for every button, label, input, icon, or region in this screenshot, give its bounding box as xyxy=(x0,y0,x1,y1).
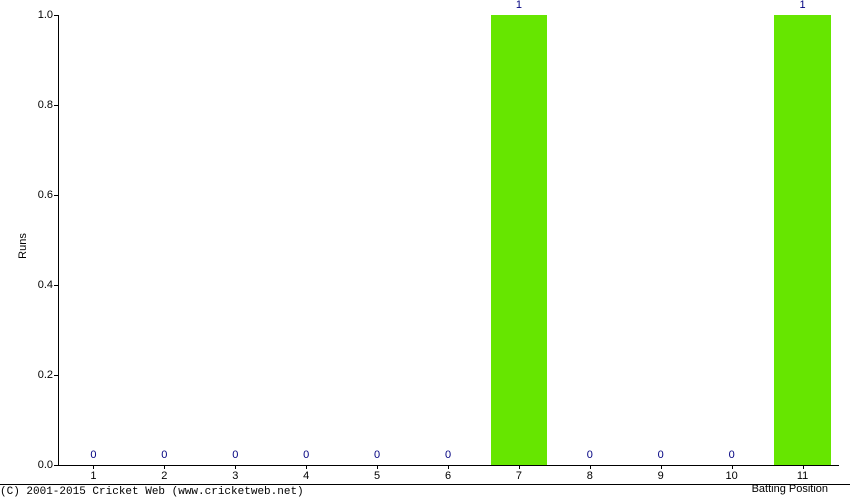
y-tick-label: 0.2 xyxy=(38,369,53,381)
x-tick-label: 11 xyxy=(797,470,808,482)
x-tick-label: 7 xyxy=(516,470,522,482)
x-tick-mark xyxy=(519,465,520,469)
y-tick-mark xyxy=(54,465,58,466)
x-tick-mark xyxy=(306,465,307,469)
y-tick-label: 0.6 xyxy=(38,189,53,201)
y-tick-mark xyxy=(54,15,58,16)
bar-value-label: 1 xyxy=(516,0,522,11)
x-tick-mark xyxy=(93,465,94,469)
bar-value-label: 0 xyxy=(303,449,309,461)
copyright-text: (C) 2001-2015 Cricket Web (www.cricketwe… xyxy=(0,486,304,498)
x-tick-label: 4 xyxy=(303,470,309,482)
x-tick-mark xyxy=(803,465,804,469)
x-tick-label: 1 xyxy=(90,470,96,482)
y-tick-label: 0.8 xyxy=(38,99,53,111)
bar-value-label: 1 xyxy=(799,0,805,11)
bar-value-label: 0 xyxy=(445,449,451,461)
bar-value-label: 0 xyxy=(658,449,664,461)
y-tick-mark xyxy=(54,105,58,106)
y-tick-mark xyxy=(54,285,58,286)
y-tick-label: 0.0 xyxy=(38,459,53,471)
bar-value-label: 0 xyxy=(90,449,96,461)
x-tick-mark xyxy=(377,465,378,469)
x-tick-label: 6 xyxy=(445,470,451,482)
chart-container: 0.00.20.40.60.81.0 1234567891011 Runs Ba… xyxy=(0,0,850,500)
x-tick-mark xyxy=(164,465,165,469)
x-tick-label: 5 xyxy=(374,470,380,482)
x-tick-mark xyxy=(448,465,449,469)
x-tick-label: 10 xyxy=(726,470,738,482)
copyright-divider xyxy=(0,484,850,485)
x-tick-label: 8 xyxy=(587,470,593,482)
x-tick-mark xyxy=(732,465,733,469)
bar-value-label: 0 xyxy=(161,449,167,461)
y-tick-mark xyxy=(54,195,58,196)
bar-value-label: 0 xyxy=(232,449,238,461)
x-tick-mark xyxy=(590,465,591,469)
bar-value-label: 0 xyxy=(587,449,593,461)
y-tick-label: 0.4 xyxy=(38,279,53,291)
bar-value-label: 0 xyxy=(729,449,735,461)
y-axis-title: Runs xyxy=(17,233,29,259)
x-tick-mark xyxy=(235,465,236,469)
bar-value-label: 0 xyxy=(374,449,380,461)
x-tick-label: 9 xyxy=(658,470,664,482)
y-tick-mark xyxy=(54,375,58,376)
bar xyxy=(774,15,831,465)
x-tick-label: 2 xyxy=(161,470,167,482)
plot-area xyxy=(58,15,839,466)
y-tick-label: 1.0 xyxy=(38,9,53,21)
x-tick-label: 3 xyxy=(232,470,238,482)
bar xyxy=(491,15,548,465)
x-tick-mark xyxy=(661,465,662,469)
